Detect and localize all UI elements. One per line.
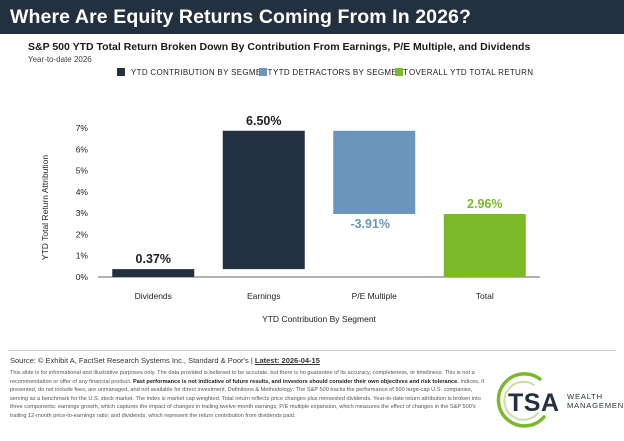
legend-item-total: OVERALL YTD TOTAL RETURN bbox=[395, 68, 533, 77]
footer-divider bbox=[8, 350, 616, 351]
tsa-logo: TSA WEALTH MANAGEMENT bbox=[494, 371, 624, 431]
source-text: Source: © Exhibit A, FactSet Research Sy… bbox=[10, 356, 253, 365]
y-tick-label: 6% bbox=[76, 144, 89, 154]
waterfall-chart: 0% 1% 2% 3% 4% 5% 6% 7% YTD Total Return Attribu… bbox=[40, 114, 540, 324]
legend-item-detractors: YTD DETRACTORS BY SEGMENT bbox=[259, 68, 408, 77]
legend-label-total: OVERALL YTD TOTAL RETURN bbox=[409, 68, 534, 77]
disclaimer-bold: Past performance is not indicative of fu… bbox=[133, 378, 459, 385]
latest-date: Latest: 2026-04-15 bbox=[254, 356, 320, 365]
period-label: Year-to-date 2026 bbox=[28, 55, 92, 64]
logo-line-2: MANAGEMENT bbox=[567, 401, 624, 410]
logo-wordmark: WEALTH MANAGEMENT bbox=[567, 392, 624, 410]
x-tick-label: P/E Multiple bbox=[352, 291, 398, 301]
data-label: 0.37% bbox=[136, 252, 171, 266]
y-axis-label: YTD Total Return Attribution bbox=[40, 155, 50, 260]
title-banner: Where Are Equity Returns Coming From In … bbox=[0, 0, 624, 34]
logo-line-1: WEALTH bbox=[567, 392, 603, 401]
x-tick-label: Earnings bbox=[247, 291, 281, 301]
legend-swatch-detractors bbox=[259, 68, 267, 76]
page-title: Where Are Equity Returns Coming From In … bbox=[10, 6, 472, 28]
disclaimer-rest: Indices, if presented, do not include fe… bbox=[10, 378, 485, 419]
logo-mark: TSA bbox=[508, 389, 560, 417]
y-tick-label: 5% bbox=[76, 166, 89, 176]
y-tick-label: 4% bbox=[76, 187, 89, 197]
legend-label-detractors: YTD DETRACTORS BY SEGMENT bbox=[273, 68, 409, 77]
legend-item-contribution: YTD CONTRIBUTION BY SEGMENT bbox=[117, 68, 273, 77]
legend-swatch-total bbox=[395, 68, 403, 76]
x-tick-label: Total bbox=[476, 291, 494, 301]
y-tick-label: 7% bbox=[76, 123, 89, 133]
chart-legend: YTD CONTRIBUTION BY SEGMENT YTD DETRACTO… bbox=[0, 68, 624, 82]
x-axis-label: YTD Contribution By Segment bbox=[262, 314, 376, 324]
disclaimer: This slide is for informational and illu… bbox=[10, 369, 488, 421]
y-tick-label: 3% bbox=[76, 208, 89, 218]
data-label: 2.96% bbox=[467, 197, 502, 211]
disclaimer-intro: This slide is for informational and illu… bbox=[10, 370, 475, 385]
chart-subtitle: S&P 500 YTD Total Return Broken Down By … bbox=[28, 41, 531, 53]
y-tick-label: 2% bbox=[76, 229, 89, 239]
bar-total bbox=[443, 213, 526, 277]
bar-earnings bbox=[222, 130, 305, 270]
legend-swatch-contribution bbox=[117, 68, 125, 76]
bar-dividends bbox=[112, 269, 195, 277]
bar-p-e-multiple bbox=[333, 130, 416, 214]
y-tick-label: 0% bbox=[76, 272, 89, 282]
data-label: -3.91% bbox=[350, 217, 390, 231]
legend-label-contribution: YTD CONTRIBUTION BY SEGMENT bbox=[131, 68, 273, 77]
x-tick-label: Dividends bbox=[135, 291, 172, 301]
logo-ring-icon bbox=[496, 372, 546, 428]
source-line: Source: © Exhibit A, FactSet Research Sy… bbox=[10, 356, 320, 365]
y-tick-label: 1% bbox=[76, 251, 89, 261]
data-label: 6.50% bbox=[246, 114, 281, 128]
